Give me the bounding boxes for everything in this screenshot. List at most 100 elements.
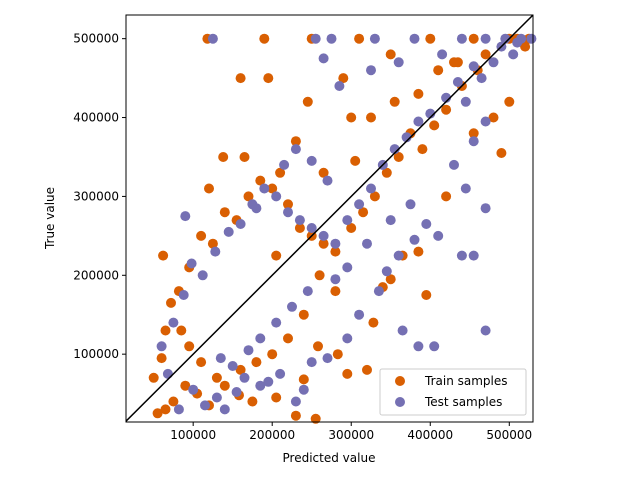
test-point <box>385 215 396 226</box>
train-point <box>294 223 305 233</box>
test-point <box>460 183 471 194</box>
train-point <box>283 199 293 210</box>
train-point <box>271 250 282 261</box>
train-point <box>166 297 176 308</box>
test-point <box>219 404 230 415</box>
train-point <box>358 207 369 218</box>
test-point <box>306 357 317 368</box>
train-point <box>160 325 171 336</box>
train-point <box>362 364 372 375</box>
test-point <box>441 92 452 103</box>
test-point <box>409 33 420 44</box>
x-tick-label: 100000 <box>170 428 216 442</box>
train-point <box>496 148 507 158</box>
train-point <box>196 230 207 241</box>
train-point <box>417 144 428 155</box>
test-point <box>197 270 208 281</box>
test-point <box>433 230 444 241</box>
test-point <box>156 341 167 352</box>
test-point <box>393 250 404 261</box>
x-axis-label: Predicted value <box>283 451 376 465</box>
test-point <box>480 203 491 214</box>
test-point <box>162 368 173 379</box>
x-tick-label: 400000 <box>407 428 453 442</box>
legend: Train samples Test samples <box>379 368 527 416</box>
train-point <box>452 57 463 68</box>
test-point <box>330 238 341 249</box>
test-point <box>437 49 448 60</box>
test-point <box>373 286 384 297</box>
train-point <box>148 372 159 383</box>
test-point <box>239 372 250 383</box>
test-point <box>188 384 199 395</box>
test-point <box>306 155 317 166</box>
test-point <box>283 207 293 218</box>
train-point <box>421 290 432 300</box>
train-point <box>259 33 270 44</box>
test-point <box>393 57 404 68</box>
y-axis-ticks: 100000 200000 300000 400000 500000 <box>73 32 126 361</box>
train-point <box>275 167 286 178</box>
test-point <box>294 215 305 226</box>
train-point <box>204 183 214 194</box>
test-point <box>263 376 274 387</box>
train-point <box>218 152 229 162</box>
test-point <box>476 73 487 84</box>
test-point <box>480 33 491 44</box>
train-point <box>393 152 404 162</box>
train-point <box>243 191 254 202</box>
train-point <box>290 410 301 421</box>
train-point <box>156 353 167 364</box>
y-tick-label: 500000 <box>73 32 119 46</box>
train-point <box>389 96 400 107</box>
test-point <box>210 246 221 257</box>
train-point <box>425 33 436 44</box>
train-point <box>298 309 309 320</box>
identity-reference-line <box>125 14 534 422</box>
train-point <box>488 112 499 123</box>
train-point <box>368 317 379 328</box>
train-point <box>235 364 246 375</box>
test-point <box>488 57 499 68</box>
train-point <box>255 175 266 186</box>
test-point <box>369 33 380 44</box>
test-point <box>223 226 234 237</box>
test-point <box>235 219 246 229</box>
test-point <box>318 230 329 241</box>
test-point <box>279 159 290 170</box>
train-point <box>332 349 343 360</box>
test-point <box>186 258 197 269</box>
train-point <box>318 167 329 178</box>
test-point <box>397 325 408 336</box>
test-point <box>460 96 471 107</box>
test-point <box>334 81 345 91</box>
test-point <box>342 215 353 226</box>
test-point <box>456 33 467 44</box>
train-point <box>441 104 452 115</box>
train-point <box>196 357 207 368</box>
train-point <box>385 274 396 285</box>
train-point <box>369 191 380 202</box>
legend-box <box>379 368 527 416</box>
legend-marker-train <box>395 376 405 386</box>
test-point <box>508 49 519 60</box>
test-point <box>290 396 301 407</box>
test-point <box>200 400 210 411</box>
train-point <box>520 41 531 52</box>
test-point <box>271 317 282 328</box>
legend-label-train: Train samples <box>424 374 508 388</box>
test-point <box>227 361 238 371</box>
test-point <box>259 183 270 194</box>
test-point <box>173 404 184 415</box>
test-point <box>413 341 424 352</box>
y-tick-label: 200000 <box>73 268 119 282</box>
test-point <box>421 219 432 229</box>
train-point <box>219 207 230 218</box>
test-point <box>271 191 282 202</box>
train-point <box>314 270 325 281</box>
plot-frame <box>125 14 534 423</box>
test-point <box>255 333 266 344</box>
test-point <box>180 211 191 222</box>
train-point <box>310 413 321 424</box>
train-point <box>342 368 353 379</box>
